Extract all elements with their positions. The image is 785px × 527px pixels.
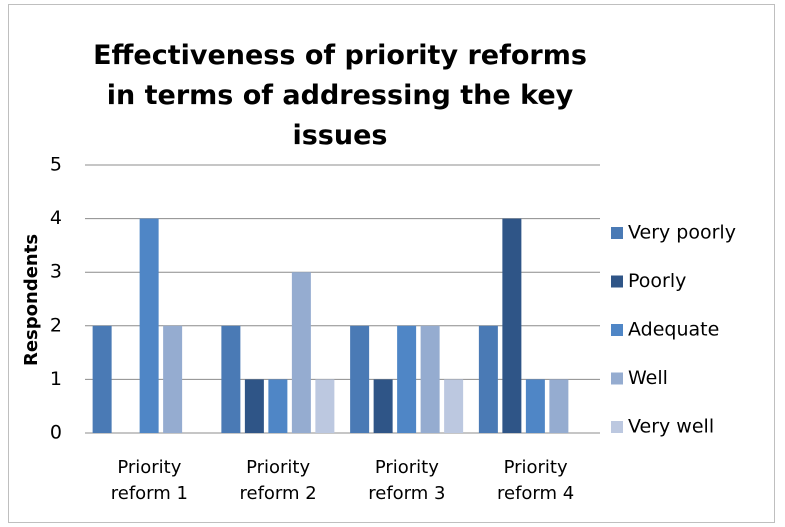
bar: [139, 218, 159, 433]
bar: [478, 325, 498, 433]
bar: [244, 379, 264, 433]
y-tick-label: 3: [50, 261, 62, 283]
legend-swatch: [611, 275, 623, 288]
bar: [291, 272, 311, 433]
y-tick-label: 2: [50, 314, 62, 336]
legend-label: Well: [628, 367, 668, 389]
bar: [502, 218, 522, 433]
bar: [315, 379, 335, 433]
legend-swatch: [611, 227, 623, 239]
y-tick-label: 5: [50, 154, 62, 176]
bar: [397, 325, 417, 433]
x-tick-label: Priority reform 4: [497, 457, 575, 504]
legend-label: Adequate: [628, 319, 719, 341]
bar: [373, 379, 393, 433]
x-tick-label: Priority reform 2: [239, 457, 317, 504]
y-axis-label: Respondents: [21, 234, 42, 366]
legend-label: Very poorly: [628, 222, 736, 244]
chart-frame: [8, 4, 775, 523]
bar: [221, 325, 241, 433]
x-tick-label: Priority reform 3: [368, 457, 446, 504]
legend-label: Poorly: [628, 270, 686, 292]
bar: [549, 379, 569, 433]
bar: [268, 379, 288, 433]
bar: [525, 379, 545, 433]
bar: [444, 379, 464, 433]
x-tick-label: Priority reform 1: [110, 457, 188, 504]
bar: [92, 325, 112, 433]
legend-swatch: [611, 421, 623, 433]
legend-swatch: [611, 372, 623, 385]
chart-title: Effectiveness of priority reforms in ter…: [93, 40, 587, 151]
bar: [350, 325, 370, 433]
y-tick-label: 4: [50, 207, 62, 229]
bar: [163, 325, 183, 433]
y-tick-label: 0: [50, 422, 62, 444]
legend-label: Very well: [628, 416, 714, 438]
bar: [420, 325, 440, 433]
legend-swatch: [611, 324, 623, 336]
y-tick-label: 1: [50, 368, 62, 390]
